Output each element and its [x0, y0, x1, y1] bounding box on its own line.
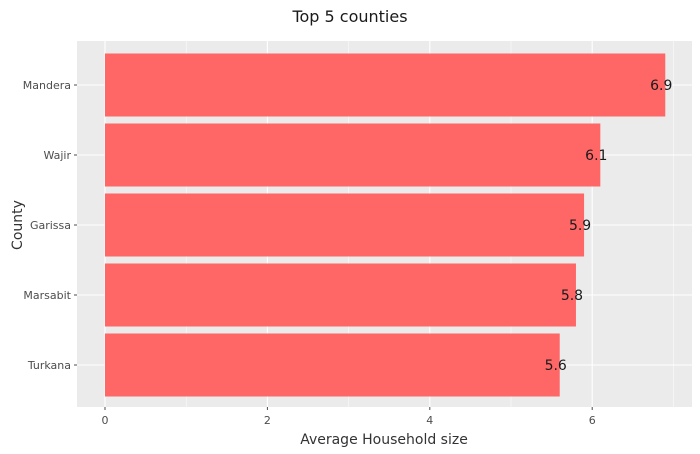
y-tick-label-wajir: Wajir — [43, 149, 71, 162]
x-tick-label: 4 — [426, 414, 433, 427]
y-tick-label-turkana: Turkana — [27, 359, 71, 372]
value-label-turkana: 5.6 — [545, 358, 567, 374]
x-tick-label: 6 — [589, 414, 596, 427]
bar-marsabit — [105, 263, 576, 327]
x-axis-title: Average Household size — [300, 432, 468, 448]
x-tick-label: 2 — [264, 414, 271, 427]
value-label-marsabit: 5.8 — [561, 288, 583, 304]
y-tick-label-mandera: Mandera — [23, 79, 71, 92]
y-tick-label-marsabit: Marsabit — [23, 289, 71, 302]
bar-turkana — [105, 333, 560, 397]
bars-layer — [105, 53, 666, 397]
value-labels-layer: 6.9 6.1 5.9 5.8 5.6 — [545, 78, 673, 374]
value-label-garissa: 5.9 — [569, 218, 591, 234]
bar-wajir — [105, 123, 601, 187]
y-axis-title: County — [10, 200, 26, 250]
x-axis: 0 2 4 6 — [102, 407, 596, 427]
bar-mandera — [105, 53, 666, 117]
chart-title: Top 5 counties — [291, 7, 407, 26]
y-tick-label-garissa: Garissa — [30, 219, 71, 232]
value-label-mandera: 6.9 — [650, 78, 672, 94]
value-label-wajir: 6.1 — [585, 148, 607, 164]
y-axis: Mandera Wajir Garissa Marsabit Turkana — [23, 79, 77, 372]
x-tick-label: 0 — [102, 414, 109, 427]
bar-garissa — [105, 193, 585, 257]
